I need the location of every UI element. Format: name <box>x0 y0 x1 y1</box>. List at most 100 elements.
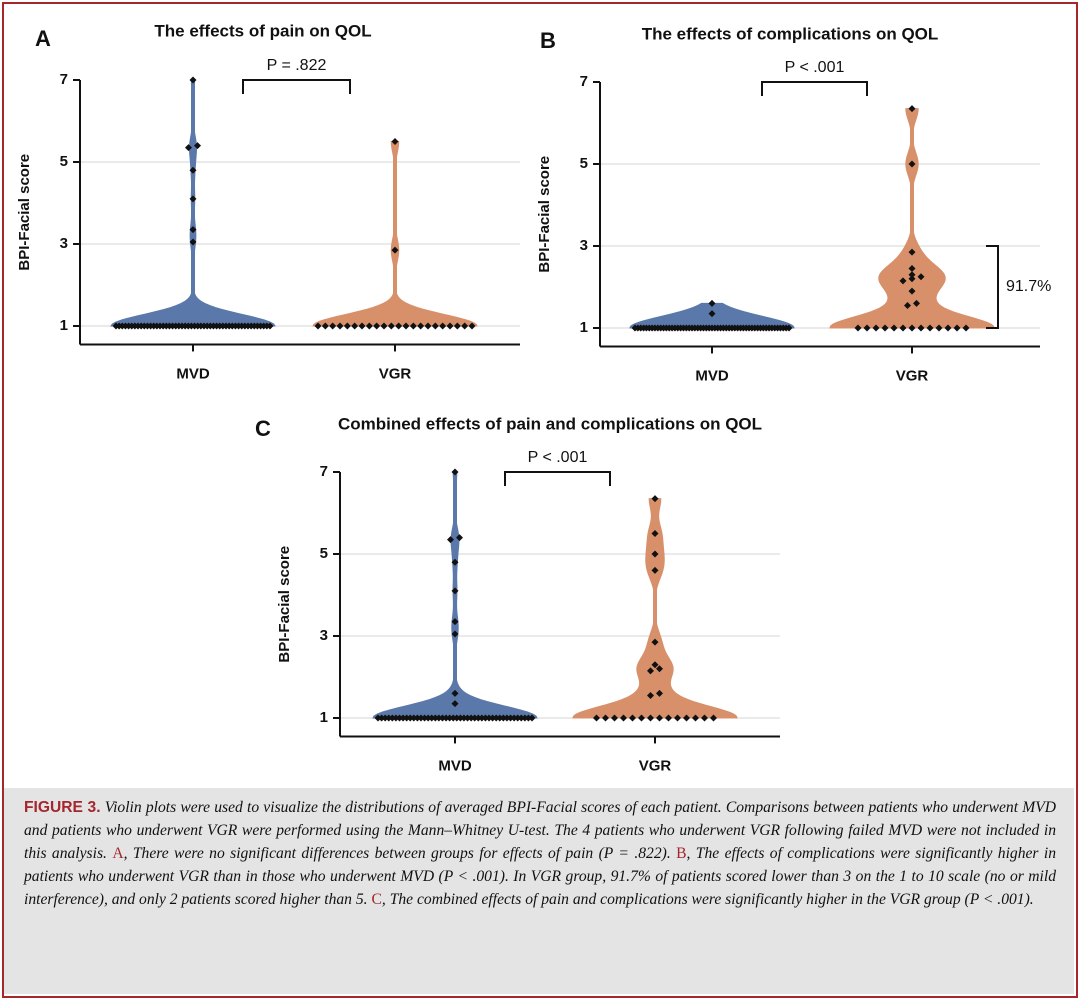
data-point <box>492 714 500 722</box>
data-point <box>899 324 907 332</box>
figure: A The effects of pain on QOL BPI-Facial sc… <box>16 21 1051 774</box>
data-point <box>453 714 461 722</box>
data-point <box>391 246 399 254</box>
data-point <box>451 689 459 697</box>
data-point <box>373 322 381 330</box>
data-point <box>521 714 529 722</box>
data-point <box>456 714 464 722</box>
data-point <box>514 714 522 722</box>
y-tick-label: 1 <box>320 709 328 726</box>
data-point <box>406 714 414 722</box>
data-point <box>510 714 518 722</box>
data-point <box>474 714 482 722</box>
data-point <box>421 714 429 722</box>
data-point <box>944 324 952 332</box>
data-point <box>674 714 681 722</box>
data-point <box>451 700 459 708</box>
data-point <box>917 273 925 281</box>
data-point <box>336 322 344 330</box>
data-point <box>189 238 197 246</box>
caption-text: , The effects of complications were sign… <box>24 845 1056 908</box>
data-point <box>503 714 511 722</box>
data-point <box>656 665 663 673</box>
range-bracket <box>986 245 999 329</box>
data-point <box>460 714 468 722</box>
data-point <box>620 714 627 722</box>
data-point <box>854 324 862 332</box>
data-point <box>435 714 443 722</box>
x-tick-label: MVD <box>438 757 472 774</box>
data-point <box>962 324 970 332</box>
data-point <box>517 714 525 722</box>
violin <box>110 79 276 327</box>
data-point <box>446 714 454 722</box>
data-point <box>391 138 399 145</box>
violin <box>372 471 538 719</box>
caption-text: , There were no significant differences … <box>123 845 677 862</box>
data-point <box>380 322 388 330</box>
x-tick-label: MVD <box>695 367 729 384</box>
data-point <box>439 322 447 330</box>
y-tick-label: 7 <box>580 73 588 90</box>
data-point <box>651 566 659 574</box>
x-tick-label: VGR <box>896 367 929 384</box>
data-point <box>402 322 410 330</box>
data-point <box>403 714 411 722</box>
data-point <box>602 714 609 722</box>
data-point <box>442 714 450 722</box>
data-point <box>417 714 425 722</box>
data-point <box>710 714 717 722</box>
data-point <box>189 76 197 84</box>
y-tick-label: 3 <box>60 235 68 252</box>
data-point <box>708 299 716 307</box>
data-point <box>453 322 461 330</box>
data-point <box>499 714 507 722</box>
data-point <box>935 324 943 332</box>
data-point <box>647 714 654 722</box>
p-value-label: P < .001 <box>785 59 845 76</box>
violin <box>829 108 995 329</box>
data-point <box>651 638 659 646</box>
data-point <box>890 324 898 332</box>
violin <box>312 141 478 327</box>
data-point <box>908 265 916 273</box>
data-point <box>447 536 454 544</box>
data-point <box>863 324 871 332</box>
data-point <box>908 287 916 295</box>
y-tick-label: 5 <box>580 155 588 172</box>
data-point <box>651 530 659 537</box>
y-axis-label: BPI-Facial score <box>276 546 293 663</box>
y-tick-label: 5 <box>60 153 68 170</box>
data-point <box>471 714 479 722</box>
data-point <box>524 714 532 722</box>
data-point <box>431 714 439 722</box>
data-point <box>656 689 663 697</box>
y-tick-label: 3 <box>580 237 588 254</box>
data-point <box>343 322 351 330</box>
significance-bracket <box>504 471 611 486</box>
data-point <box>908 105 916 113</box>
data-point <box>464 714 472 722</box>
data-point <box>651 495 659 503</box>
data-point <box>908 160 916 168</box>
y-tick-label: 1 <box>580 319 588 336</box>
range-label: 91.7% <box>1006 278 1051 295</box>
data-point <box>417 322 425 330</box>
data-point <box>926 324 934 332</box>
caption-label: FIGURE 3. <box>24 799 101 816</box>
data-point <box>395 322 403 330</box>
data-point <box>489 714 497 722</box>
data-point <box>647 691 654 699</box>
data-point <box>446 322 454 330</box>
data-point <box>908 271 916 279</box>
data-point <box>496 714 504 722</box>
chart-title: The effects of complications on QOL <box>642 24 939 43</box>
data-point <box>456 534 463 542</box>
data-point <box>656 714 663 722</box>
data-point <box>451 468 459 476</box>
data-point <box>461 322 469 330</box>
x-tick-label: VGR <box>379 365 412 382</box>
data-point <box>708 310 716 318</box>
data-point <box>351 322 359 330</box>
data-point <box>431 322 439 330</box>
